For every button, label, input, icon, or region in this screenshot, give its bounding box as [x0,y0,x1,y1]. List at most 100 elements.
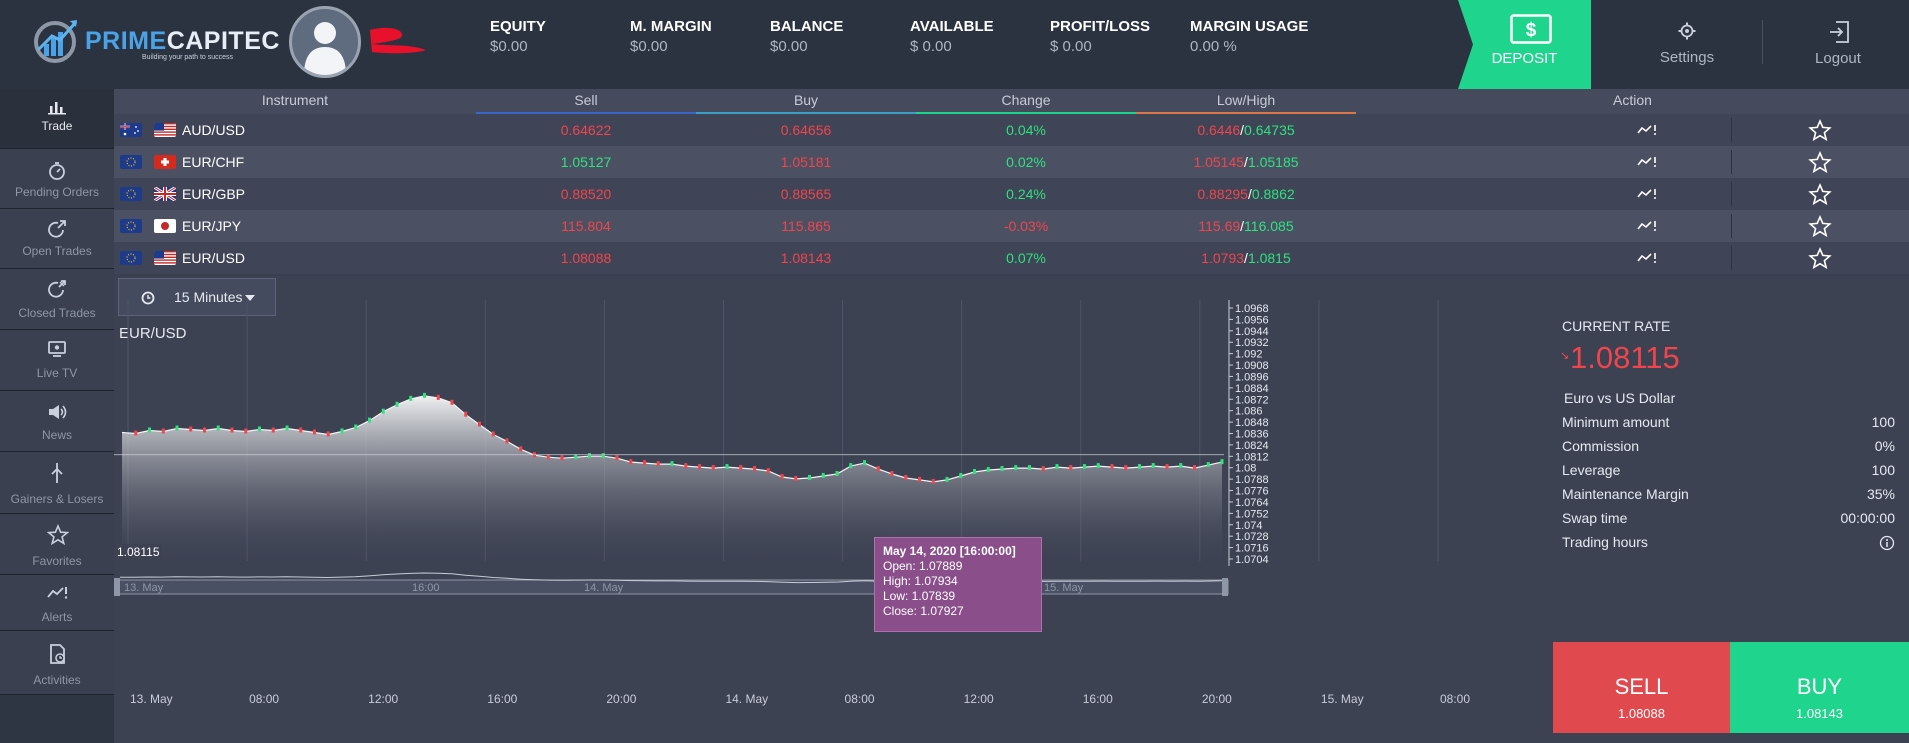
instrument-name[interactable]: EUR/JPY [182,218,242,234]
instrument-table: Instrument Sell Buy Change Low/High Acti… [114,89,1909,276]
instrument-name[interactable]: EUR/CHF [182,154,245,170]
favorite-star-icon[interactable] [1808,119,1832,141]
candle [876,466,880,472]
y-tick-label: 1.0764 [1235,497,1269,509]
candle [340,428,344,434]
candle [821,472,825,478]
candle [780,473,784,479]
y-tick-label: 1.0812 [1235,451,1269,463]
candle [395,401,399,407]
tooltip-close: Close: 1.07927 [883,604,964,618]
sidebar-item-trade[interactable]: Trade [0,89,114,149]
timeframe-dropdown[interactable]: 15 Minutes [118,278,276,316]
current-rate-value: 1.08115 [1570,340,1680,375]
user-avatar[interactable] [289,6,361,78]
column-header-buy[interactable]: Buy [793,92,819,108]
sell-button[interactable]: SELL 1.08088 [1553,642,1730,733]
info-icon[interactable] [1879,535,1895,551]
info-label: Commission [1562,438,1640,454]
svg-text:$: $ [1526,20,1537,41]
sell-price: 115.804 [561,218,611,234]
info-value: 0% [1874,438,1895,454]
deposit-label: DEPOSIT [1491,50,1558,67]
column-header-instrument[interactable]: Instrument [261,92,329,108]
x-tick-label: 12:00 [368,692,398,706]
column-header-change[interactable]: Change [1001,92,1051,108]
y-tick-label: 1.0896 [1235,371,1269,383]
sidebar-item-open-trades[interactable]: Open Trades [0,209,114,269]
navigator-tick-label: 15. May [1044,582,1084,594]
x-tick-label: 08:00 [845,692,875,706]
instrument-name[interactable]: EUR/USD [182,250,246,266]
favorite-star-icon[interactable] [1808,183,1832,205]
separator: / [1244,250,1248,266]
current-price-tag: 1.08115 [115,544,162,561]
instrument-name[interactable]: AUD/USD [182,122,246,138]
change-value: 0.07% [1006,250,1046,266]
table-row[interactable]: EUR/JPY 115.804 115.865 -0.03% 115.69/11… [114,210,1909,242]
table-row[interactable]: EUR/GBP 0.88520 0.88565 0.24% 0.88295/0.… [114,178,1909,210]
low-high: 115.69/116.085 [1136,210,1356,242]
low-high: 1.0793/1.0815 [1136,242,1356,274]
price-chart[interactable]: 13. May 08:00 12:00 16:00 20:00 14. May 08:00 1… [114,276,1548,743]
y-tick-label: 1.0752 [1235,508,1269,520]
sidebar-item-news[interactable]: News [0,391,114,452]
settings-button[interactable]: Settings [1640,0,1734,89]
sell-price: 1.05127 [560,154,612,170]
column-header-sell[interactable]: Sell [574,92,598,108]
alert-icon[interactable] [1637,252,1657,264]
low-value: 0.6446 [1197,122,1241,138]
sidebar-item-activities[interactable]: Activities [0,631,114,695]
favorite-star-icon[interactable] [1808,247,1832,269]
candle [1028,465,1031,471]
candle [1124,465,1128,471]
tv-icon [48,341,66,357]
alert-icon[interactable] [1637,124,1657,136]
alert-icon[interactable] [1637,220,1657,232]
brand-logo[interactable]: PRIMECAPITEC Building your path to succe… [30,14,279,70]
alert-icon[interactable] [1637,156,1657,168]
candle [464,411,468,417]
sidebar-item-alerts[interactable]: Alerts [0,575,114,631]
x-tick-label: 14. May [725,692,768,706]
instrument-name[interactable]: EUR/GBP [182,186,246,202]
candle [230,427,234,433]
y-tick-label: 1.0968 [1235,303,1269,315]
sidebar-item-label: News [41,428,72,442]
table-row[interactable]: AUD/USD 0.64622 0.64656 0.04% 0.6446/0.6… [114,114,1909,146]
deposit-button[interactable]: $ DEPOSIT [1458,0,1591,89]
current-rate-title: CURRENT RATE [1562,318,1671,334]
favorite-star-icon[interactable] [1808,215,1832,237]
rate-info-panel: CURRENT RATE ↘ 1.08115 Euro vs US Dollar… [1548,276,1909,743]
navigator-tick-label: 13. May [124,582,164,594]
favorite-star-icon[interactable] [1808,151,1832,173]
candle [450,399,454,405]
buy-button[interactable]: BUY 1.08143 [1730,642,1909,733]
navigator-handle-right [1222,578,1228,596]
candle [794,475,798,481]
x-tick-label: 13. May [130,692,173,706]
metric-label: MARGIN USAGE [1190,18,1309,35]
info-row: Maintenance Margin 35% [1562,486,1895,502]
cash-icon: $ [1510,14,1552,44]
change-value: 0.24% [1006,186,1046,202]
logout-button[interactable]: Logout [1790,0,1886,89]
table-row[interactable]: EUR/USD 1.08088 1.08143 0.07% 1.0793/1.0… [114,242,1909,274]
open-trade-icon [48,220,66,238]
sidebar-item-gainers-losers[interactable]: Gainers & Losers [0,452,114,514]
alert-icon[interactable] [1637,188,1657,200]
tooltip-open: Open: 1.07889 [883,559,963,573]
y-tick-label: 1.0788 [1235,474,1269,486]
candle [148,427,151,433]
brand-tagline: Building your path to success [142,54,234,61]
low-high: 0.88295/0.8862 [1136,178,1356,210]
column-header-low-high[interactable]: Low/High [1216,92,1276,108]
sidebar-item-pending-orders[interactable]: Pending Orders [0,149,114,209]
candle [1083,464,1086,470]
sidebar-item-favorites[interactable]: Favorites [0,514,114,575]
sidebar-item-live-tv[interactable]: Live TV [0,330,114,391]
table-row[interactable]: EUR/CHF 1.05127 1.05181 0.02% 1.05145/1.… [114,146,1909,178]
candle [1110,464,1114,470]
clock-icon [141,291,155,305]
sidebar-item-closed-trades[interactable]: Closed Trades [0,269,114,330]
